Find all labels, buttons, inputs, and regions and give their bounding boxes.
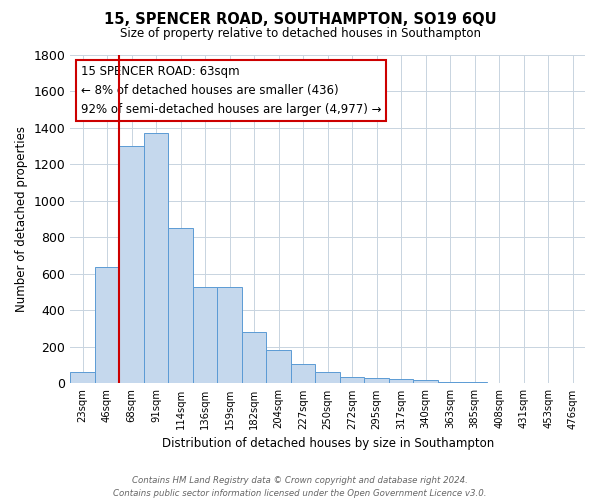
Bar [242,332,266,384]
Text: Size of property relative to detached houses in Southampton: Size of property relative to detached ho… [119,28,481,40]
Bar [413,380,438,384]
Bar [70,372,95,384]
Bar [438,382,463,384]
Bar [536,383,560,384]
Y-axis label: Number of detached properties: Number of detached properties [15,126,28,312]
Text: 15, SPENCER ROAD, SOUTHAMPTON, SO19 6QU: 15, SPENCER ROAD, SOUTHAMPTON, SO19 6QU [104,12,496,28]
Bar [217,286,242,384]
Text: 15 SPENCER ROAD: 63sqm
← 8% of detached houses are smaller (436)
92% of semi-det: 15 SPENCER ROAD: 63sqm ← 8% of detached … [80,65,381,116]
Bar [119,146,144,384]
Bar [463,382,487,384]
Bar [144,134,169,384]
Bar [95,266,119,384]
Bar [291,364,316,384]
Bar [560,382,585,384]
Bar [511,382,536,384]
Text: Contains HM Land Registry data © Crown copyright and database right 2024.
Contai: Contains HM Land Registry data © Crown c… [113,476,487,498]
Bar [316,372,340,384]
Bar [193,286,217,384]
Bar [169,228,193,384]
Bar [340,377,364,384]
Bar [389,379,413,384]
Bar [364,378,389,384]
X-axis label: Distribution of detached houses by size in Southampton: Distribution of detached houses by size … [161,437,494,450]
Bar [266,350,291,384]
Bar [487,382,511,384]
